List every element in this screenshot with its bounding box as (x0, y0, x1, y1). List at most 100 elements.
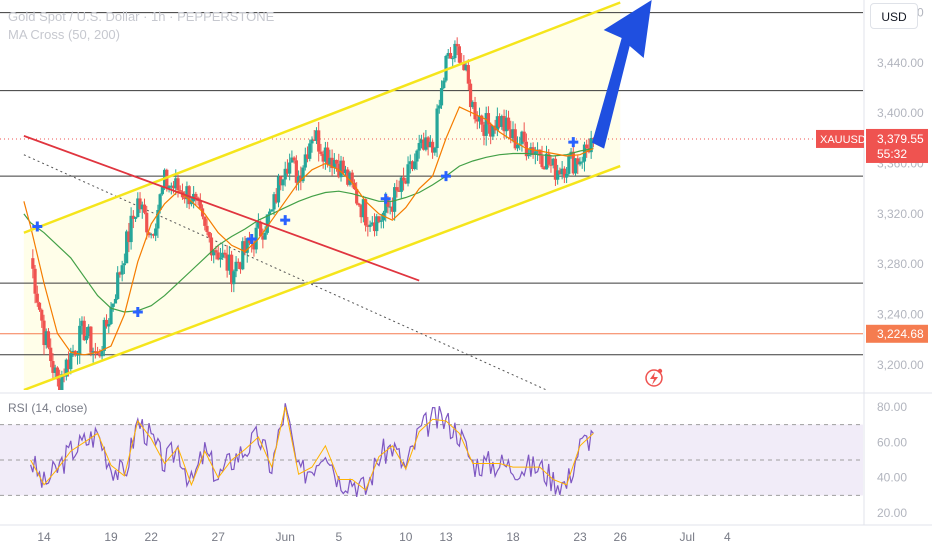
candle-body (397, 190, 401, 192)
candle-body (334, 159, 339, 164)
candle-body (364, 199, 368, 226)
ma-cross-marker (280, 215, 291, 226)
candle-body (308, 143, 312, 159)
candle-body (165, 169, 169, 189)
candle-body (102, 319, 106, 351)
candle-body (178, 190, 182, 192)
candle-body (428, 141, 432, 148)
candle-body (444, 55, 448, 81)
candle-body (91, 351, 95, 353)
candle-body (576, 158, 580, 165)
candle-body (448, 52, 453, 59)
level-label: 3,224.68 (877, 327, 924, 341)
candle-body (270, 209, 274, 212)
candle-body (413, 161, 417, 170)
candle-body (473, 102, 477, 120)
candle-body (451, 58, 455, 60)
candle-body (571, 151, 575, 174)
candle-body (457, 46, 461, 63)
candle-body (390, 206, 394, 212)
candle-body (216, 252, 220, 260)
last-price-bg (866, 128, 928, 163)
candle-body (127, 231, 131, 243)
candle-body (283, 168, 287, 180)
lightning-icon-dot (657, 368, 663, 374)
candle-body (312, 139, 316, 141)
candle-body (263, 232, 267, 240)
candle-body (484, 113, 488, 136)
candle-body (138, 198, 142, 210)
lightning-icon-bolt (650, 372, 658, 385)
candle-body (223, 252, 227, 255)
rsi-pane (0, 403, 863, 497)
candle-body (256, 221, 260, 228)
candle-body (560, 168, 564, 175)
candle-body (359, 205, 363, 218)
candle-body (482, 124, 486, 136)
candle-body (46, 331, 51, 348)
candle-body (453, 43, 457, 59)
candle-body (544, 153, 549, 170)
candle-body (261, 236, 265, 240)
candle-body (87, 326, 91, 336)
candle-body (214, 250, 218, 253)
candle-body (259, 221, 263, 237)
candle-body (292, 157, 296, 161)
candle-body (343, 169, 348, 174)
candle-body (511, 129, 515, 139)
candle-body (573, 158, 578, 174)
candle-body (107, 324, 111, 327)
candle-body (212, 250, 216, 256)
candle-body (406, 164, 410, 184)
candle-body (435, 108, 439, 149)
candle-body (332, 159, 336, 169)
candle-body (149, 234, 153, 236)
candle-body (60, 374, 64, 390)
candle-body (323, 147, 327, 162)
channel-upper-line (23, 1, 621, 234)
candle-body (471, 102, 475, 108)
main-pane (0, 0, 863, 390)
currency-button[interactable]: USD (870, 3, 918, 29)
candle-body (346, 169, 350, 185)
candle-body (209, 237, 214, 256)
candle-body (265, 214, 269, 233)
candle-body (281, 179, 285, 186)
candle-body (89, 326, 93, 353)
candle-body (120, 265, 124, 275)
candle-body (98, 353, 102, 357)
candle-body (93, 351, 97, 353)
candle-body (379, 220, 383, 222)
candle-body (125, 231, 129, 264)
candle-body (502, 116, 506, 132)
candle-body (480, 115, 484, 125)
price-axis-label: 3,320.00 (877, 207, 924, 221)
time-axis-label: 26 (614, 530, 628, 544)
candle-body (44, 331, 48, 346)
candle-body (31, 258, 35, 269)
candle-body (245, 238, 249, 253)
candle-body (145, 212, 149, 233)
candle-body (122, 263, 126, 266)
candle-body (37, 302, 42, 310)
time-axis-label: 23 (573, 530, 587, 544)
rsi-axis-label: 20.00 (877, 506, 907, 520)
candle-body (437, 105, 441, 109)
price-axis-label: 3,400.00 (877, 106, 924, 120)
candle-body (326, 147, 330, 165)
candle-body (66, 359, 71, 370)
candle-body (357, 203, 361, 206)
candle-body (393, 187, 397, 212)
candle-body (272, 194, 276, 210)
time-axis-label: 27 (212, 530, 226, 544)
candle-body (158, 194, 162, 211)
price-axis-label: 3,280.00 (877, 257, 924, 271)
candle-body (189, 201, 193, 205)
candle-body (82, 320, 86, 341)
rsi-axis-label: 60.00 (877, 435, 907, 449)
candle-body (466, 65, 470, 84)
candle-body (71, 350, 75, 354)
price-axis-label: 3,240.00 (877, 308, 924, 322)
candle-body (252, 243, 256, 250)
